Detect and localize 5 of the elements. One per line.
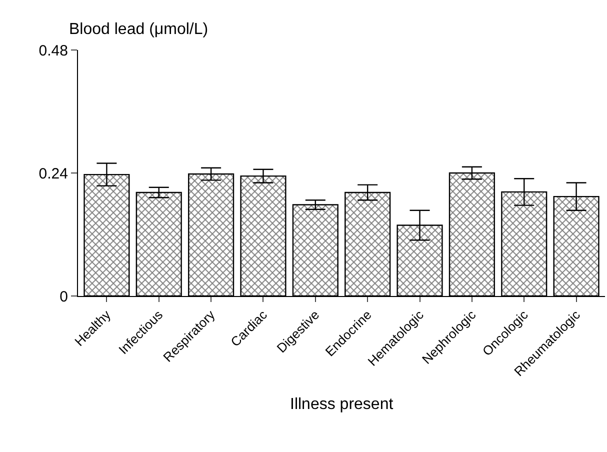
y-axis-title: Blood lead (μmol/L) [69, 21, 208, 38]
y-tick-label: 0.24 [38, 165, 68, 182]
x-axis-title: Illness present [290, 396, 394, 413]
y-tick-label: 0.48 [38, 42, 68, 60]
y-tick-label: 0 [60, 288, 68, 306]
